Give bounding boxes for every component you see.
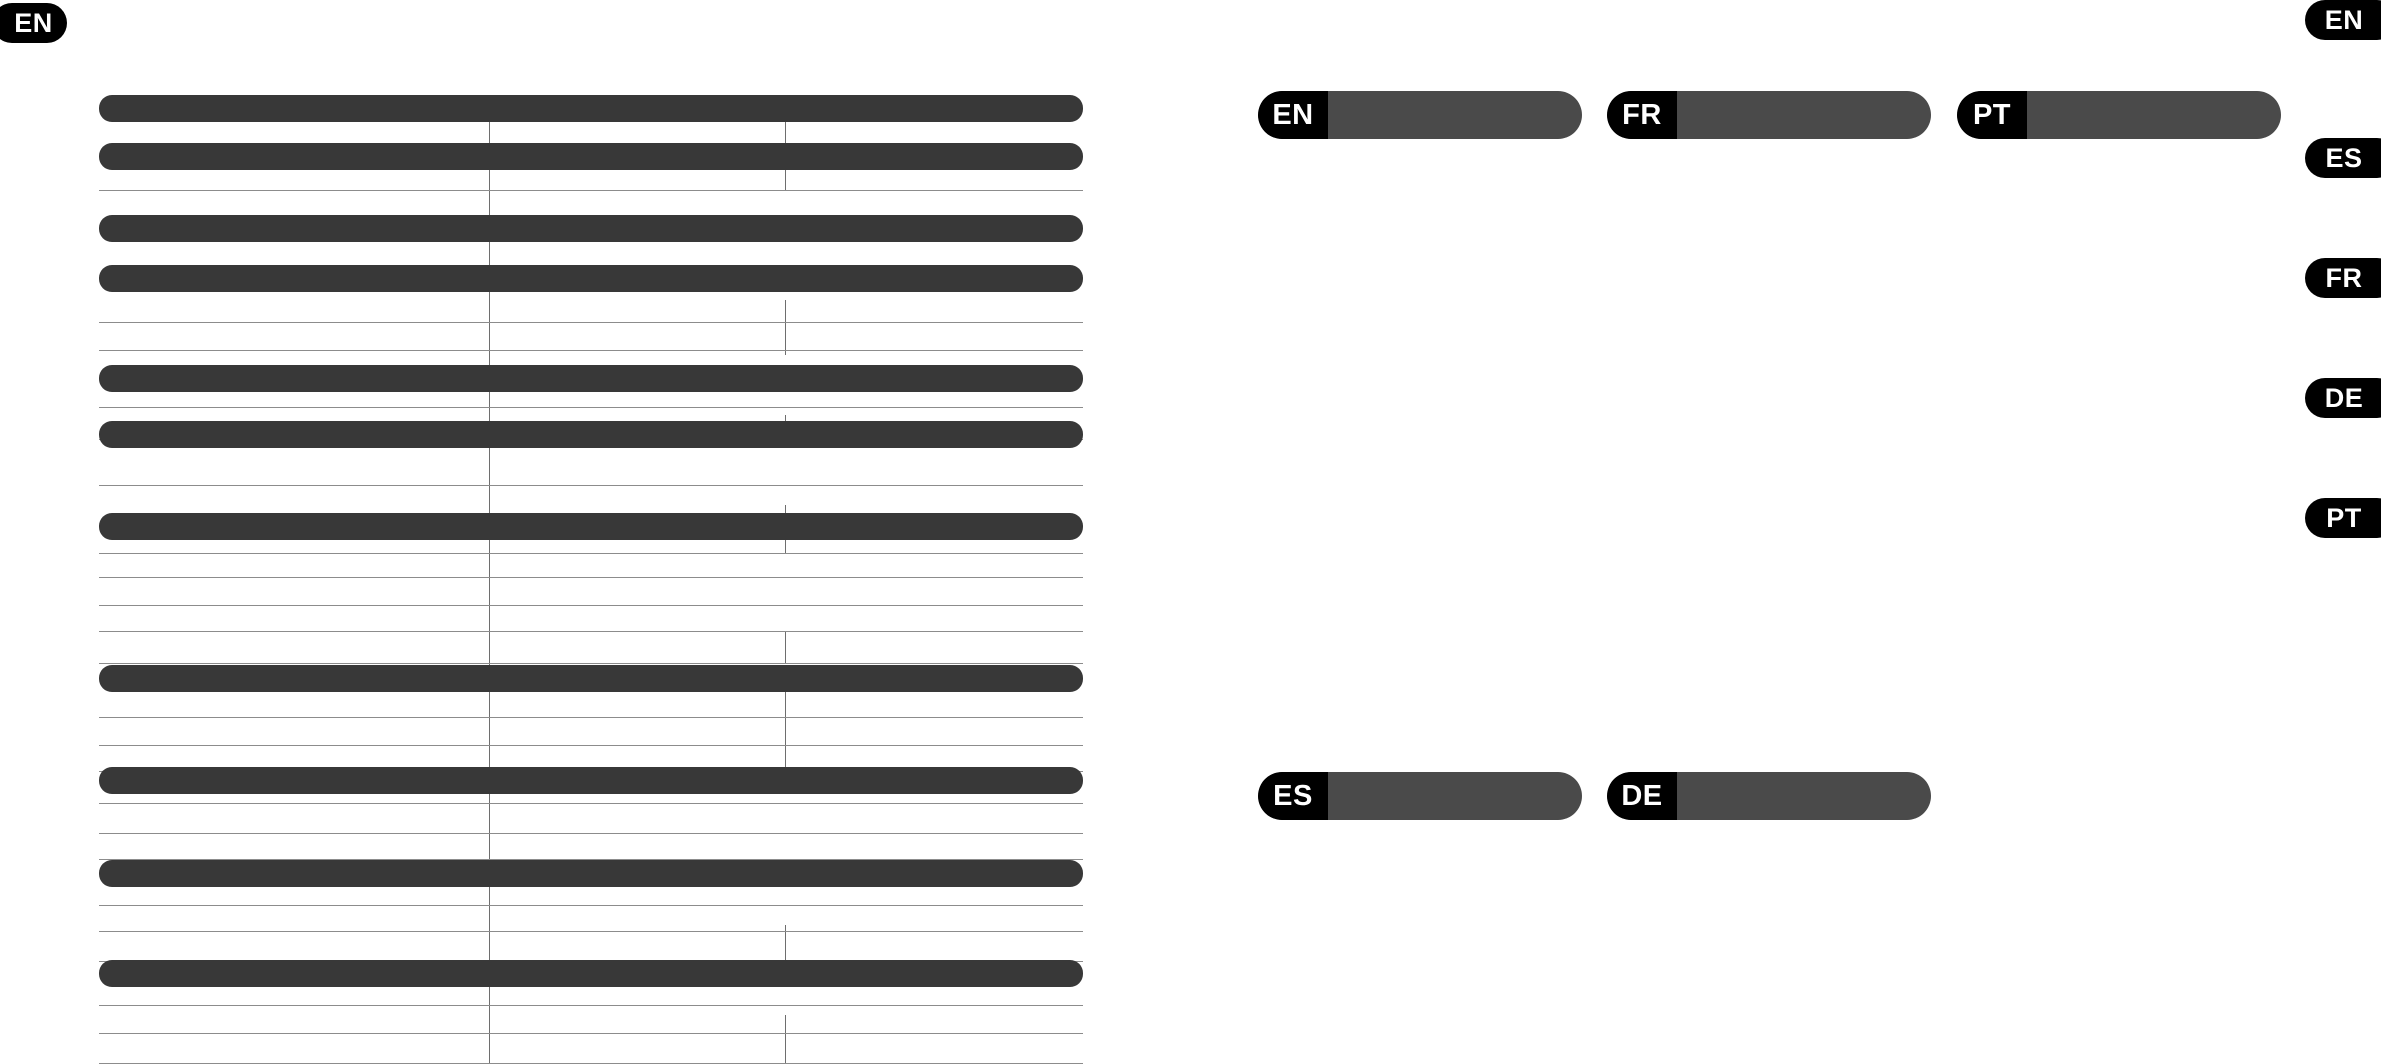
language-code-label: FR [1622, 98, 1662, 131]
edge-badge-label: PT [2326, 502, 2362, 533]
table-header-bar [99, 767, 1083, 794]
language-pill-es[interactable]: ES [1258, 772, 1582, 820]
language-pill-de[interactable]: DE [1607, 772, 1931, 820]
table-row-divider [99, 859, 1083, 860]
table-column-separator [489, 122, 490, 1063]
table-column-separator [785, 1015, 786, 1063]
language-code-label: DE [1621, 779, 1663, 812]
table-row-divider [99, 605, 1083, 606]
table-column-separator [785, 170, 786, 190]
language-code-label: PT [1972, 98, 2012, 131]
table-header-bar [99, 860, 1083, 887]
table-header-bar [99, 265, 1083, 292]
table-row-divider [99, 485, 1083, 486]
language-code-label: ES [1273, 779, 1313, 812]
edge-badge-label: FR [2325, 262, 2363, 293]
table-header-bar [99, 215, 1083, 242]
table-row-divider [99, 407, 1083, 408]
table-row-divider [99, 350, 1083, 351]
edge-badge-right-pt[interactable]: PT [2305, 498, 2381, 538]
language-pill-body [1677, 772, 1931, 820]
table-row-divider [99, 1033, 1083, 1034]
edge-badge-label: DE [2324, 382, 2364, 413]
table-header-bar [99, 365, 1083, 392]
table-header-bar [99, 95, 1083, 122]
table-row-divider [99, 1005, 1083, 1006]
edge-badge-label: EN [14, 7, 53, 38]
language-code-badge: DE [1607, 772, 1677, 820]
language-pill-fr[interactable]: FR [1607, 91, 1931, 139]
table-column-separator [785, 631, 786, 663]
language-pill-body [2027, 91, 2281, 139]
language-code-badge: FR [1607, 91, 1677, 139]
language-pill-body [1677, 91, 1931, 139]
skeleton-table [99, 85, 1083, 1064]
edge-badge-right-es[interactable]: ES [2305, 138, 2381, 178]
language-pill-body [1328, 91, 1582, 139]
table-row-divider [99, 663, 1083, 664]
language-pill-body [1328, 772, 1582, 820]
edge-badge-right-fr[interactable]: FR [2305, 258, 2381, 298]
edge-badge-label: EN [2324, 4, 2364, 35]
table-row-divider [99, 577, 1083, 578]
language-code-badge: EN [1258, 91, 1328, 139]
table-header-bar [99, 665, 1083, 692]
edge-badge-right-en[interactable]: EN [2305, 0, 2381, 40]
table-row-divider [99, 745, 1083, 746]
edge-badge-label: ES [2325, 142, 2363, 173]
language-code-badge: ES [1258, 772, 1328, 820]
edge-badge-left-en[interactable]: EN [0, 3, 67, 43]
language-pill-pt[interactable]: PT [1957, 91, 2281, 139]
table-row-divider [99, 631, 1083, 632]
table-row-divider [99, 803, 1083, 804]
table-header-bar [99, 421, 1083, 448]
table-column-separator [785, 685, 786, 785]
language-code-badge: PT [1957, 91, 2027, 139]
table-row-divider [99, 717, 1083, 718]
table-column-separator [785, 925, 786, 985]
table-row-divider [99, 905, 1083, 906]
table-column-separator [785, 300, 786, 355]
table-row-divider [99, 833, 1083, 834]
edge-badge-right-de[interactable]: DE [2305, 378, 2381, 418]
language-code-label: EN [1272, 98, 1314, 131]
table-row-divider [99, 190, 1083, 191]
table-row-divider [99, 931, 1083, 932]
table-row-divider [99, 322, 1083, 323]
table-row-divider [99, 553, 1083, 554]
table-header-bar [99, 143, 1083, 170]
table-header-bar [99, 960, 1083, 987]
language-pill-en[interactable]: EN [1258, 91, 1582, 139]
table-header-bar [99, 513, 1083, 540]
